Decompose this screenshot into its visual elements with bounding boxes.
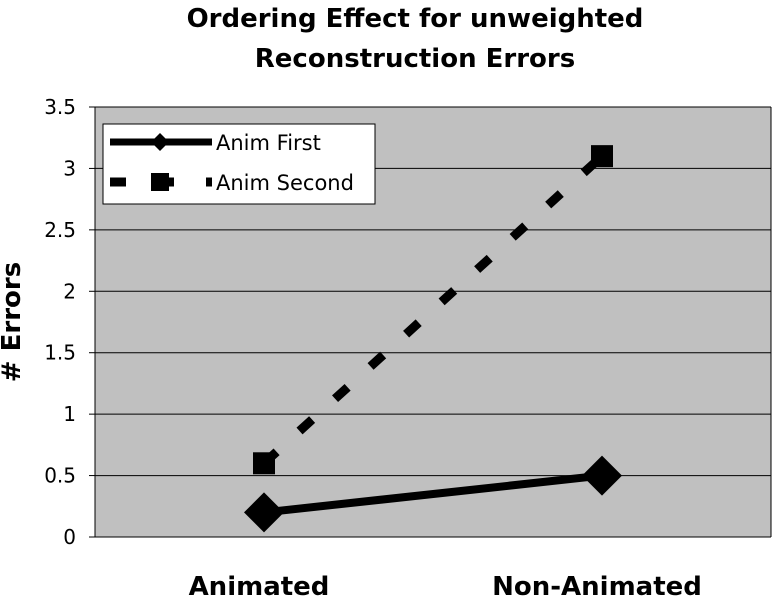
legend-label: Anim First (216, 131, 321, 155)
legend-box (102, 123, 376, 205)
y-tick-labels: 0 0.5 1 1.5 2 2.5 3 3.5 (44, 95, 76, 549)
legend-marker (151, 133, 169, 151)
axes (94, 106, 772, 538)
y-tick-label: 1 (63, 402, 76, 426)
y-tick-label: 3.5 (44, 95, 76, 119)
legend-marker (151, 173, 169, 191)
x-tick-label: Non-Animated (492, 572, 702, 596)
data-point (253, 452, 275, 475)
y-tick-label: 1.5 (44, 341, 76, 365)
x-tick-labels: Animated Non-Animated (189, 572, 702, 596)
legend: Anim First Anim Second (102, 123, 376, 205)
y-tick-label: 2.5 (44, 218, 76, 242)
series-lines (244, 145, 622, 533)
y-axis-label: # Errors (0, 262, 27, 382)
data-point (582, 455, 622, 496)
series-line (263, 471, 603, 517)
chart-title-line-2: Reconstruction Errors (255, 44, 575, 74)
y-tick-label: 3 (63, 156, 76, 180)
y-tick-label: 0 (63, 525, 76, 549)
legend-label: Anim Second (216, 171, 354, 195)
y-tick-label: 0.5 (44, 464, 76, 488)
data-point (591, 145, 613, 168)
x-tick-label: Animated (189, 572, 330, 596)
chart-title-line-1: Ordering Effect for unweighted (187, 4, 644, 34)
y-tick-label: 2 (63, 279, 76, 303)
data-point (244, 492, 284, 533)
